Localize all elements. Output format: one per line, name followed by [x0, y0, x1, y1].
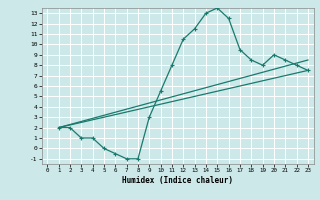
X-axis label: Humidex (Indice chaleur): Humidex (Indice chaleur)	[122, 176, 233, 185]
